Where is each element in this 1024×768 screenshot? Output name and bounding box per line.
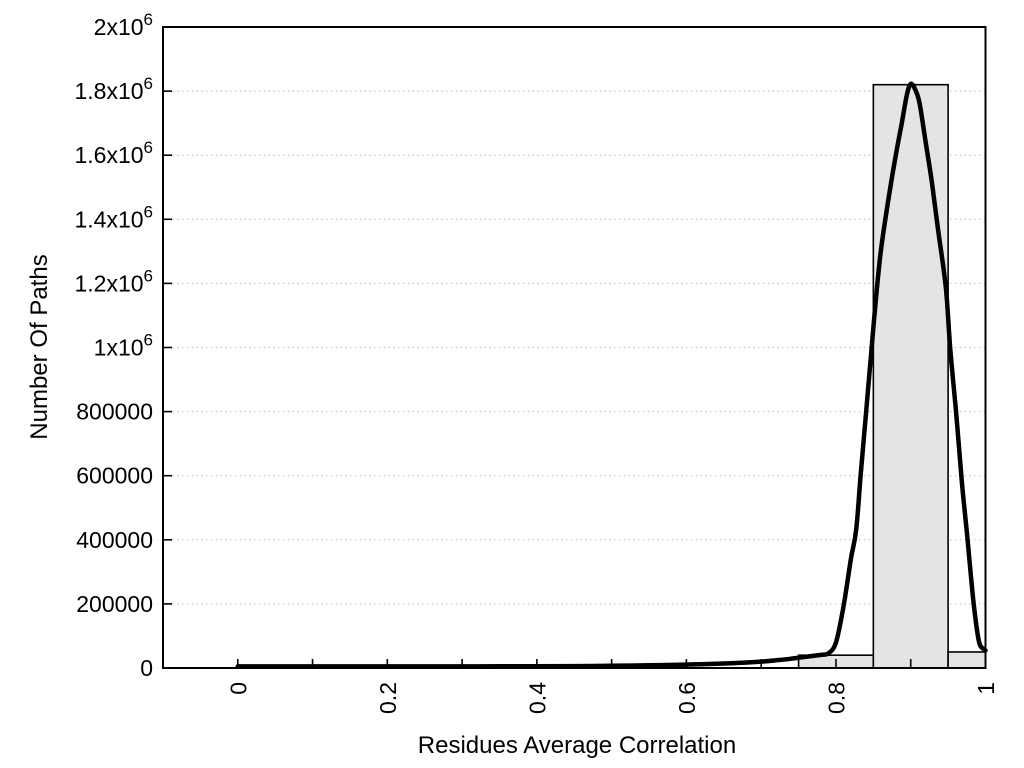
y-tick-label: 600000 <box>76 463 153 489</box>
y-tick-label: 1.4x106 <box>74 202 153 232</box>
x-tick-label: 1 <box>973 682 999 695</box>
x-tick-label: 0.6 <box>674 682 700 714</box>
x-tick-label: 0.4 <box>524 682 550 714</box>
x-axis-title: Residues Average Correlation <box>417 732 737 759</box>
y-tick-label: 0 <box>140 655 153 681</box>
histogram-bar <box>947 651 987 669</box>
y-tick-label: 200000 <box>76 591 153 617</box>
y-axis-title: Number Of Paths <box>26 254 53 440</box>
x-tick-label: 0.2 <box>375 682 401 714</box>
y-tick-label: 800000 <box>76 399 153 425</box>
y-tick-label: 1.8x106 <box>74 74 153 104</box>
x-tick-label: 0 <box>225 682 251 695</box>
grid-lines <box>163 90 986 605</box>
y-tick-label: 1x106 <box>94 331 153 361</box>
histogram-bars <box>797 83 987 669</box>
y-tick-label: 1.6x106 <box>74 138 153 168</box>
x-tick-labels: 0 0.2 0.4 0.6 0.8 1 <box>225 682 999 714</box>
y-tick-label: 1.2x106 <box>74 266 153 296</box>
histogram-bar <box>872 83 949 669</box>
y-tick-label: 400000 <box>76 527 153 553</box>
plot-border <box>162 26 987 669</box>
y-tick-label: 2x106 <box>94 10 153 40</box>
axis-ticks <box>163 26 987 669</box>
density-curve <box>235 81 988 669</box>
y-tick-labels: 0 200000 400000 600000 800000 1x106 1.2x106 1.4… <box>74 10 153 681</box>
x-tick-label: 0.8 <box>823 682 849 714</box>
